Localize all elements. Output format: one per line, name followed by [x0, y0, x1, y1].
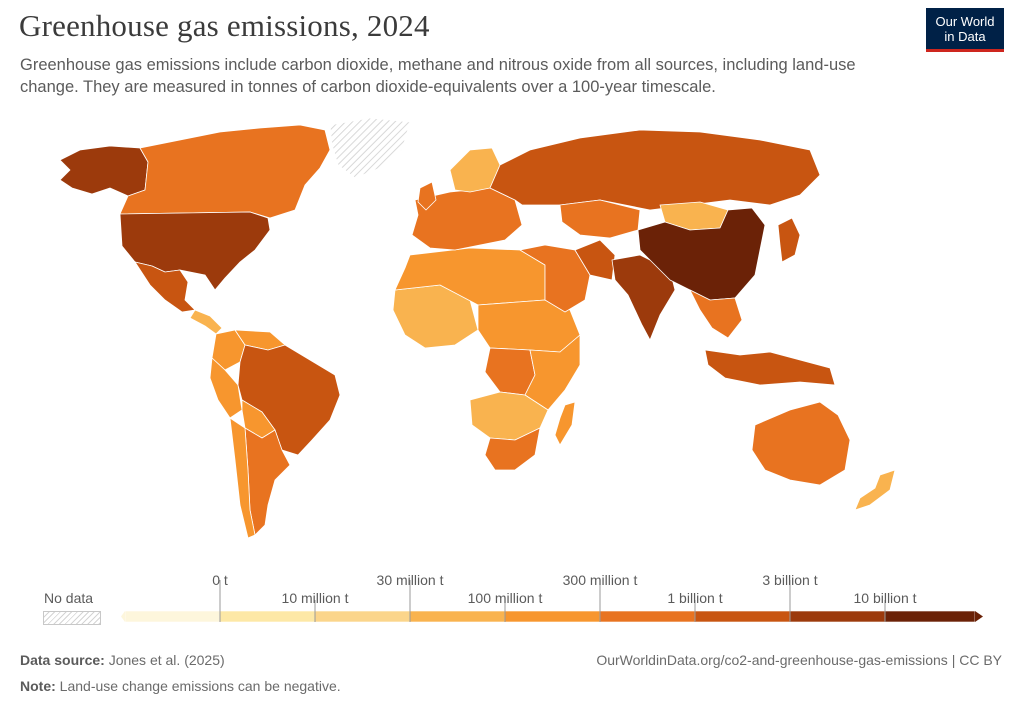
chart-subtitle: Greenhouse gas emissions include carbon … [20, 56, 856, 96]
region-indonesia[interactable]: Indonesia [704, 349, 836, 386]
region-brazil[interactable]: Brazil [237, 344, 341, 456]
map-regions: Alaska Canada United States Mexico Centr… [59, 117, 896, 539]
region-japan[interactable]: Japan [777, 217, 801, 263]
legend-label: 10 million t [281, 590, 349, 606]
footnote: Note: Land-use change emissions can be n… [20, 678, 341, 694]
region-russia[interactable]: Russia [489, 129, 821, 211]
region-peru[interactable]: Peru [209, 357, 243, 419]
region-canada[interactable]: Canada [119, 124, 331, 219]
footnote-text: Land-use change emissions can be negativ… [59, 678, 341, 694]
legend-segment[interactable] [884, 610, 976, 623]
region-south-africa[interactable]: South Africa [484, 427, 541, 471]
no-data-label: No data [44, 590, 94, 606]
legend-segment[interactable] [219, 610, 316, 623]
region-chile[interactable]: Chile [229, 417, 256, 539]
region-middle-east[interactable]: Middle East [519, 244, 591, 313]
legend-left-cap [121, 611, 125, 622]
region-east-africa[interactable]: East Africa [524, 334, 581, 411]
data-source-value[interactable]: Jones et al. (2025) [108, 652, 225, 668]
logo-line-1: Our World [935, 14, 995, 29]
region-new-zealand[interactable]: New Zealand [854, 469, 896, 511]
chart-title: Greenhouse gas emissions, 2024 [19, 8, 430, 43]
region-australia[interactable]: Australia [751, 401, 851, 486]
legend-segment[interactable] [504, 610, 601, 623]
legend-label: 10 billion t [853, 590, 917, 606]
region-madagascar[interactable]: Madagascar [554, 401, 576, 446]
data-source: Data source: Jones et al. (2025) [20, 652, 225, 668]
region-southeast-asia[interactable]: Southeast Asia [689, 289, 743, 339]
region-china[interactable]: China [637, 207, 766, 301]
legend-label: 3 billion t [762, 572, 818, 588]
legend-segment[interactable] [789, 610, 886, 623]
legend-label: 100 million t [467, 590, 543, 606]
legend-label: 1 billion t [667, 590, 723, 606]
owid-logo[interactable]: Our World in Data [926, 8, 1004, 52]
legend-segment[interactable] [694, 610, 791, 623]
legend-segment[interactable] [314, 610, 411, 623]
data-source-label: Data source: [20, 652, 105, 668]
region-greenland[interactable]: Greenland [329, 117, 411, 179]
world-map[interactable]: Alaska Canada United States Mexico Centr… [0, 110, 1024, 550]
legend-arrow [975, 611, 983, 622]
legend-label: 300 million t [562, 572, 638, 588]
footnote-label: Note: [20, 678, 56, 694]
region-central-america[interactable]: Central America [189, 309, 223, 335]
legend-segment[interactable] [599, 610, 696, 623]
region-united-states[interactable]: United States [119, 211, 271, 291]
region-kazakhstan[interactable]: Kazakhstan [559, 199, 641, 239]
region-dr-congo[interactable]: DR Congo [484, 347, 536, 396]
legend-label: 0 t [212, 572, 228, 588]
logo-line-2: in Data [944, 29, 986, 44]
legend-label: 30 million t [376, 572, 444, 588]
region-alaska[interactable]: Alaska [59, 145, 149, 197]
legend-segment[interactable] [409, 610, 506, 623]
no-data-swatch [43, 611, 101, 625]
region-mexico[interactable]: Mexico [134, 261, 196, 313]
region-united-kingdom[interactable]: United Kingdom [417, 181, 437, 211]
legend-segment[interactable] [124, 610, 221, 623]
legend-bar [121, 580, 983, 623]
source-url[interactable]: OurWorldinData.org/co2-and-greenhouse-ga… [596, 652, 1002, 668]
